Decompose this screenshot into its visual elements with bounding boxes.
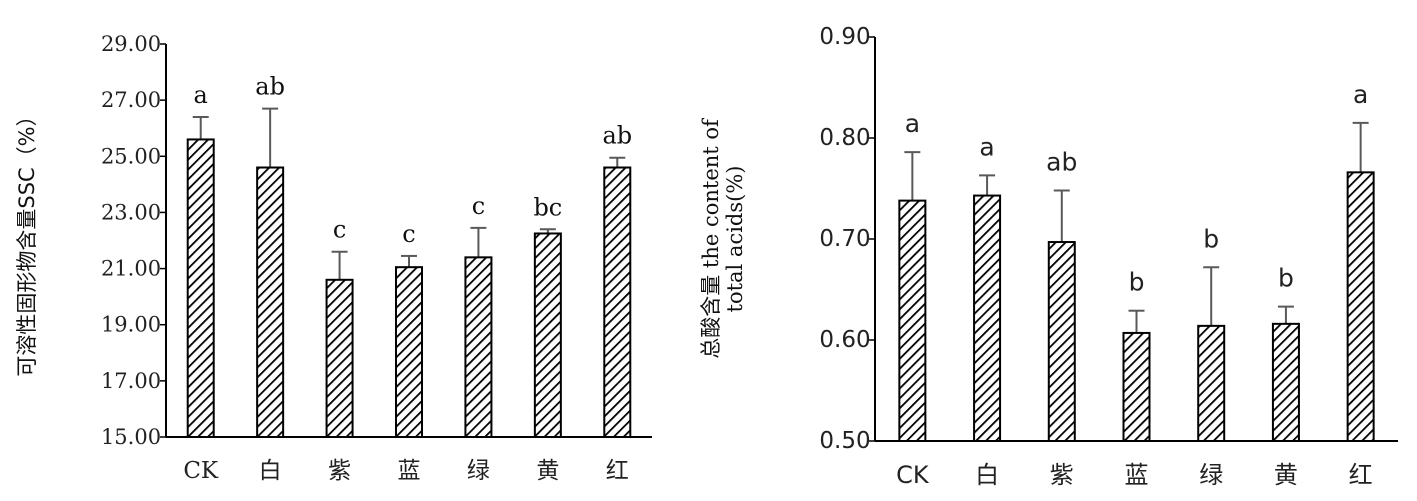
x-tick-label: 红 [1349,461,1373,489]
x-tick-label: 蓝 [1125,461,1149,489]
y-tick-label: 0.70 [819,226,870,252]
y-tick-label: 21.00 [101,257,161,281]
bar [1047,241,1076,442]
y-tick-label: 19.00 [101,313,161,337]
bar [533,232,562,438]
y-axis-label: 总酸含量 the content oftotal acids(%) [699,117,747,359]
x-tick-label: 白 [975,461,999,489]
x-tick-label: 白 [259,458,282,484]
x-tick-label: CK [896,461,930,489]
y-axis-label-line: total acids(%) [723,166,747,313]
x-tick-label: 黄 [536,458,559,484]
x-tick-label: 绿 [467,458,490,484]
bar [973,194,1002,442]
significance-label: a [979,132,994,161]
x-tick-label: 红 [606,458,629,484]
significance-label: b [1203,224,1219,253]
significance-label: ab [255,73,285,101]
x-tick-label: 紫 [328,458,351,484]
significance-label: bc [533,193,562,221]
significance-label: a [905,109,920,138]
bar [464,256,493,439]
bar [603,166,632,438]
chart-total-acids: 0.50 0.60 0.70 0.80 0.90 总酸含量 the content oft… [699,24,1398,489]
y-tick-label: 25.00 [101,144,161,168]
x-tick-label: 紫 [1050,461,1074,489]
bar [1271,322,1300,442]
y-tick-label: 27.00 [101,88,161,112]
significance-label: b [1278,264,1294,293]
significance-label: c [402,220,415,248]
bar [898,199,927,442]
bar [186,138,215,438]
y-axis-label-line: 总酸含量 the content of [699,117,723,359]
significance-label: ab [1046,148,1077,177]
y-tick-label: 17.00 [101,369,161,393]
y-tick-label: 0.90 [819,24,870,50]
significance-label: c [472,192,485,220]
y-tick-label: 23.00 [101,200,161,224]
significance-label: a [194,81,208,109]
bar [1122,331,1151,442]
y-axis-label: 可溶性固形物含量SSC（%） [15,105,39,376]
chart-ssc: 15.00 17.00 19.00 21.00 23.00 25.00 27.00 29.00… [15,32,652,484]
bar [395,266,423,438]
x-tick-label: 蓝 [398,458,421,484]
y-tick-label: 15.00 [101,425,161,449]
y-tick-label: 0.60 [819,327,870,353]
bar [1197,324,1226,442]
significance-label: ab [602,122,632,150]
bar [256,166,285,438]
significance-label: a [1353,80,1368,109]
y-tick-label: 29.00 [101,32,161,56]
x-tick-label: 绿 [1199,461,1223,489]
significance-label: c [333,216,346,244]
y-tick-label: 0.50 [819,428,870,454]
x-tick-label: CK [183,458,219,484]
x-tick-label: 黄 [1274,461,1298,489]
bar [1346,171,1375,442]
y-tick-label: 0.80 [819,125,870,151]
significance-label: b [1129,268,1145,297]
bar [325,278,354,438]
